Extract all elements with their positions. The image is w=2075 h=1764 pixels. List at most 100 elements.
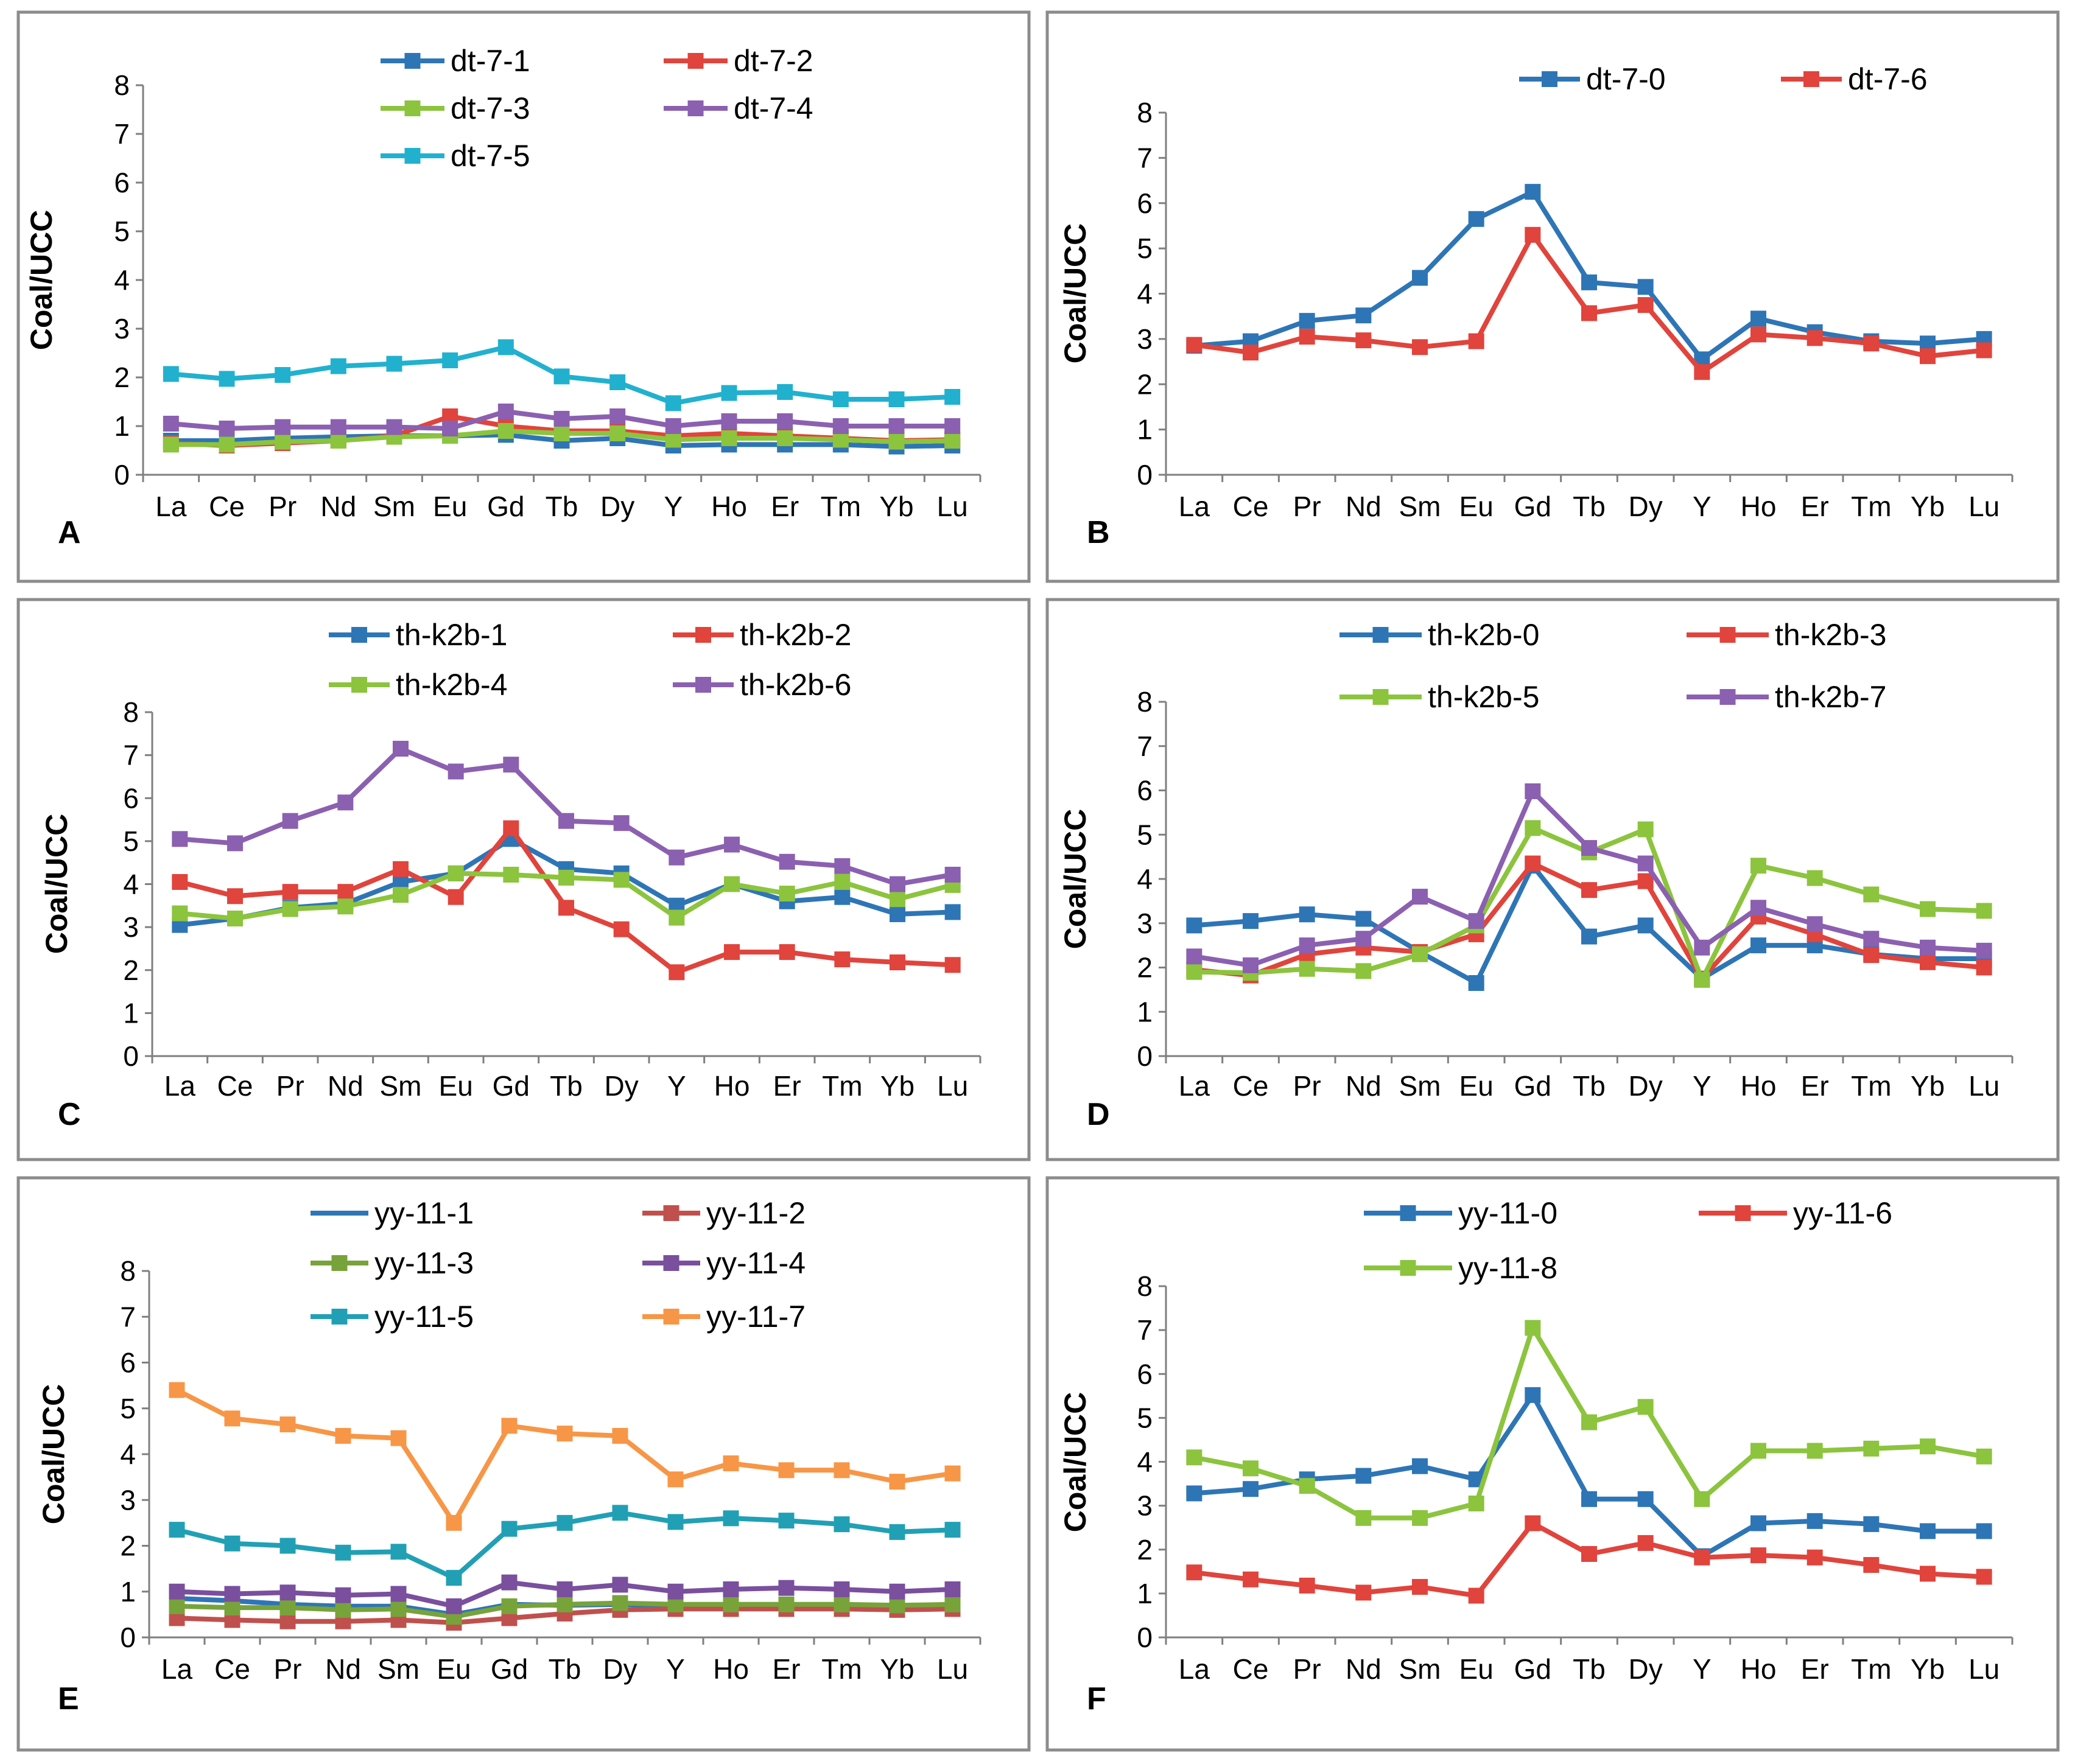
data-point [1186,964,1203,980]
y-tick-label: 5 [1137,1402,1153,1433]
data-point [497,404,514,419]
y-tick-label: 7 [1137,730,1153,762]
legend-label: dt-7-2 [734,44,813,78]
legend-marker [351,677,367,693]
data-point [497,423,514,439]
legend-entry: th-k2b-2 [673,618,851,652]
x-tick-label: Tb [550,1070,583,1102]
data-point [335,1544,351,1561]
data-point [612,1427,628,1444]
data-point [1750,310,1766,327]
data-point [553,368,570,385]
x-tick-label: Ce [1233,1070,1269,1102]
data-point [337,884,354,900]
data-point [777,430,793,446]
panel-letter-b: B [1087,515,1110,550]
y-tick-label: 7 [120,1301,136,1332]
data-point [1412,889,1428,905]
data-point [1581,274,1597,290]
y-tick-label: 1 [1137,414,1153,446]
y-tick-label: 4 [120,1438,136,1470]
legend-marker [1735,1205,1751,1221]
y-tick-label: 3 [1137,323,1153,355]
data-point [556,1514,573,1531]
data-point [335,1601,351,1618]
data-point [1355,1584,1372,1601]
data-point [669,849,685,866]
data-point [1637,1491,1654,1507]
data-point [667,1514,684,1530]
data-point [778,1513,795,1529]
x-tick-label: Nd [1346,1653,1382,1685]
chart-panel-a: 0 1 2 3 4 5 6 7 8 La Ce Pr Nd Sm Eu Gd Tb Dy Y Ho Er Tm Yb Lu Co… [24,44,981,522]
y-tick-label: 2 [1137,368,1153,400]
y-tick-label: 5 [1137,233,1153,264]
data-point [1412,1510,1428,1526]
data-point [330,358,346,374]
x-tick-label: Nd [328,1070,363,1102]
legend-entry: dt-7-6 [1781,62,1928,96]
data-point [613,815,630,831]
y-tick-label: 1 [114,410,130,442]
legend-entry: yy-11-4 [642,1246,806,1280]
data-point [613,921,630,937]
data-point [279,1600,296,1616]
data-point [1412,1579,1428,1595]
data-point [1637,1399,1654,1415]
data-point [1412,1458,1428,1474]
series-yy-11-5 [169,1505,961,1586]
x-tick-label: Tm [1851,491,1891,522]
data-point [1525,855,1541,872]
data-point [1525,184,1541,200]
y-axis-title: Coal/UCC [1058,223,1092,364]
series-th-k2b-7 [1186,783,1992,973]
x-tick-label: Dy [1629,1653,1663,1685]
x-tick-label: Yb [880,1070,915,1102]
data-point [1243,913,1259,929]
x-tick-label: Yb [1911,491,1945,522]
x-tick-label: Pr [1293,1070,1321,1102]
legend-marker [687,100,704,116]
x-tick-label: Nd [1346,1070,1382,1102]
data-point [442,421,458,436]
data-point [224,1600,241,1616]
series-yy-11-4 [169,1574,961,1614]
y-tick-label: 8 [114,69,130,101]
series-dt-7-5 [163,339,961,411]
data-point [1637,279,1654,295]
data-point [1186,1485,1203,1502]
data-point [275,433,291,450]
x-tick-label: Lu [937,1070,968,1102]
y-tick-label: 5 [1137,819,1153,850]
data-point [888,433,905,450]
data-point [613,872,630,888]
legend-entry: dt-7-4 [664,91,813,125]
y-tick-label: 2 [123,954,139,986]
x-tick-label: Pr [269,491,297,522]
data-point [1637,855,1654,872]
data-point [1694,1491,1710,1507]
data-point [279,1584,296,1601]
y-tick-label: 5 [123,825,139,857]
data-point [282,884,298,900]
data-point [944,1596,961,1612]
data-point [1863,947,1880,964]
data-point [609,425,626,441]
y-tick-label: 1 [1137,1578,1153,1609]
data-point [501,1598,518,1614]
data-point [1355,963,1372,979]
data-point [1750,326,1766,343]
data-point [553,425,570,441]
x-tick-label: Nd [1346,491,1382,522]
data-point [1581,1491,1597,1507]
data-point [503,866,519,883]
legend-entry: dt-7-5 [381,139,530,173]
legend-entry: dt-7-3 [381,91,530,125]
y-axis-title: Coal/UCC [40,814,74,954]
legend-entry: th-k2b-3 [1687,618,1886,652]
panel-e-frame [16,1176,1031,1752]
data-point [889,1597,905,1614]
data-point [944,1581,961,1597]
data-point [1637,1535,1654,1551]
data-point [1355,1510,1372,1526]
